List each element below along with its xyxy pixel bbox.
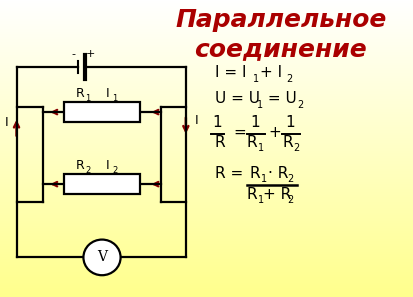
Text: 1: 1 <box>261 174 267 184</box>
Text: I: I <box>105 159 109 172</box>
Text: R: R <box>282 135 293 150</box>
Text: 1: 1 <box>285 115 295 130</box>
Text: = U: = U <box>263 91 297 106</box>
Text: 2: 2 <box>297 100 304 110</box>
Text: I: I <box>5 116 8 129</box>
Text: + I: + I <box>260 65 282 80</box>
Text: · R: · R <box>268 166 288 181</box>
Text: V: V <box>97 250 107 264</box>
Text: I: I <box>105 87 109 100</box>
Text: I = I: I = I <box>215 65 246 80</box>
Bar <box>64 102 140 122</box>
Text: 2: 2 <box>287 174 293 184</box>
Text: 1: 1 <box>250 115 260 130</box>
Text: 1: 1 <box>257 100 263 110</box>
Text: =: = <box>233 125 246 140</box>
Text: R: R <box>250 166 261 181</box>
Text: 2: 2 <box>293 143 299 153</box>
Text: 1: 1 <box>253 74 259 84</box>
Text: 1: 1 <box>212 115 222 130</box>
Text: R: R <box>215 135 225 150</box>
Text: Параллельное: Параллельное <box>175 8 387 32</box>
Text: U = U: U = U <box>215 91 260 106</box>
Text: 2: 2 <box>286 74 292 84</box>
Bar <box>64 174 140 194</box>
Text: R: R <box>76 159 84 172</box>
Text: 2: 2 <box>85 166 91 175</box>
Text: + R: + R <box>263 187 292 202</box>
Text: R =: R = <box>215 166 243 181</box>
Text: R: R <box>76 87 84 100</box>
Text: -: - <box>71 49 76 59</box>
Circle shape <box>83 240 121 275</box>
Text: I: I <box>195 114 198 127</box>
Text: +: + <box>268 125 281 140</box>
Text: 1: 1 <box>112 94 117 103</box>
Text: 1: 1 <box>258 143 264 153</box>
Text: 1: 1 <box>258 195 264 205</box>
Text: R: R <box>247 135 258 150</box>
Text: 2: 2 <box>112 166 117 175</box>
Text: соединение: соединение <box>195 38 367 61</box>
Text: R: R <box>247 187 258 202</box>
Text: +: + <box>85 49 95 59</box>
Text: 1: 1 <box>85 94 91 103</box>
Text: 2: 2 <box>287 195 293 205</box>
